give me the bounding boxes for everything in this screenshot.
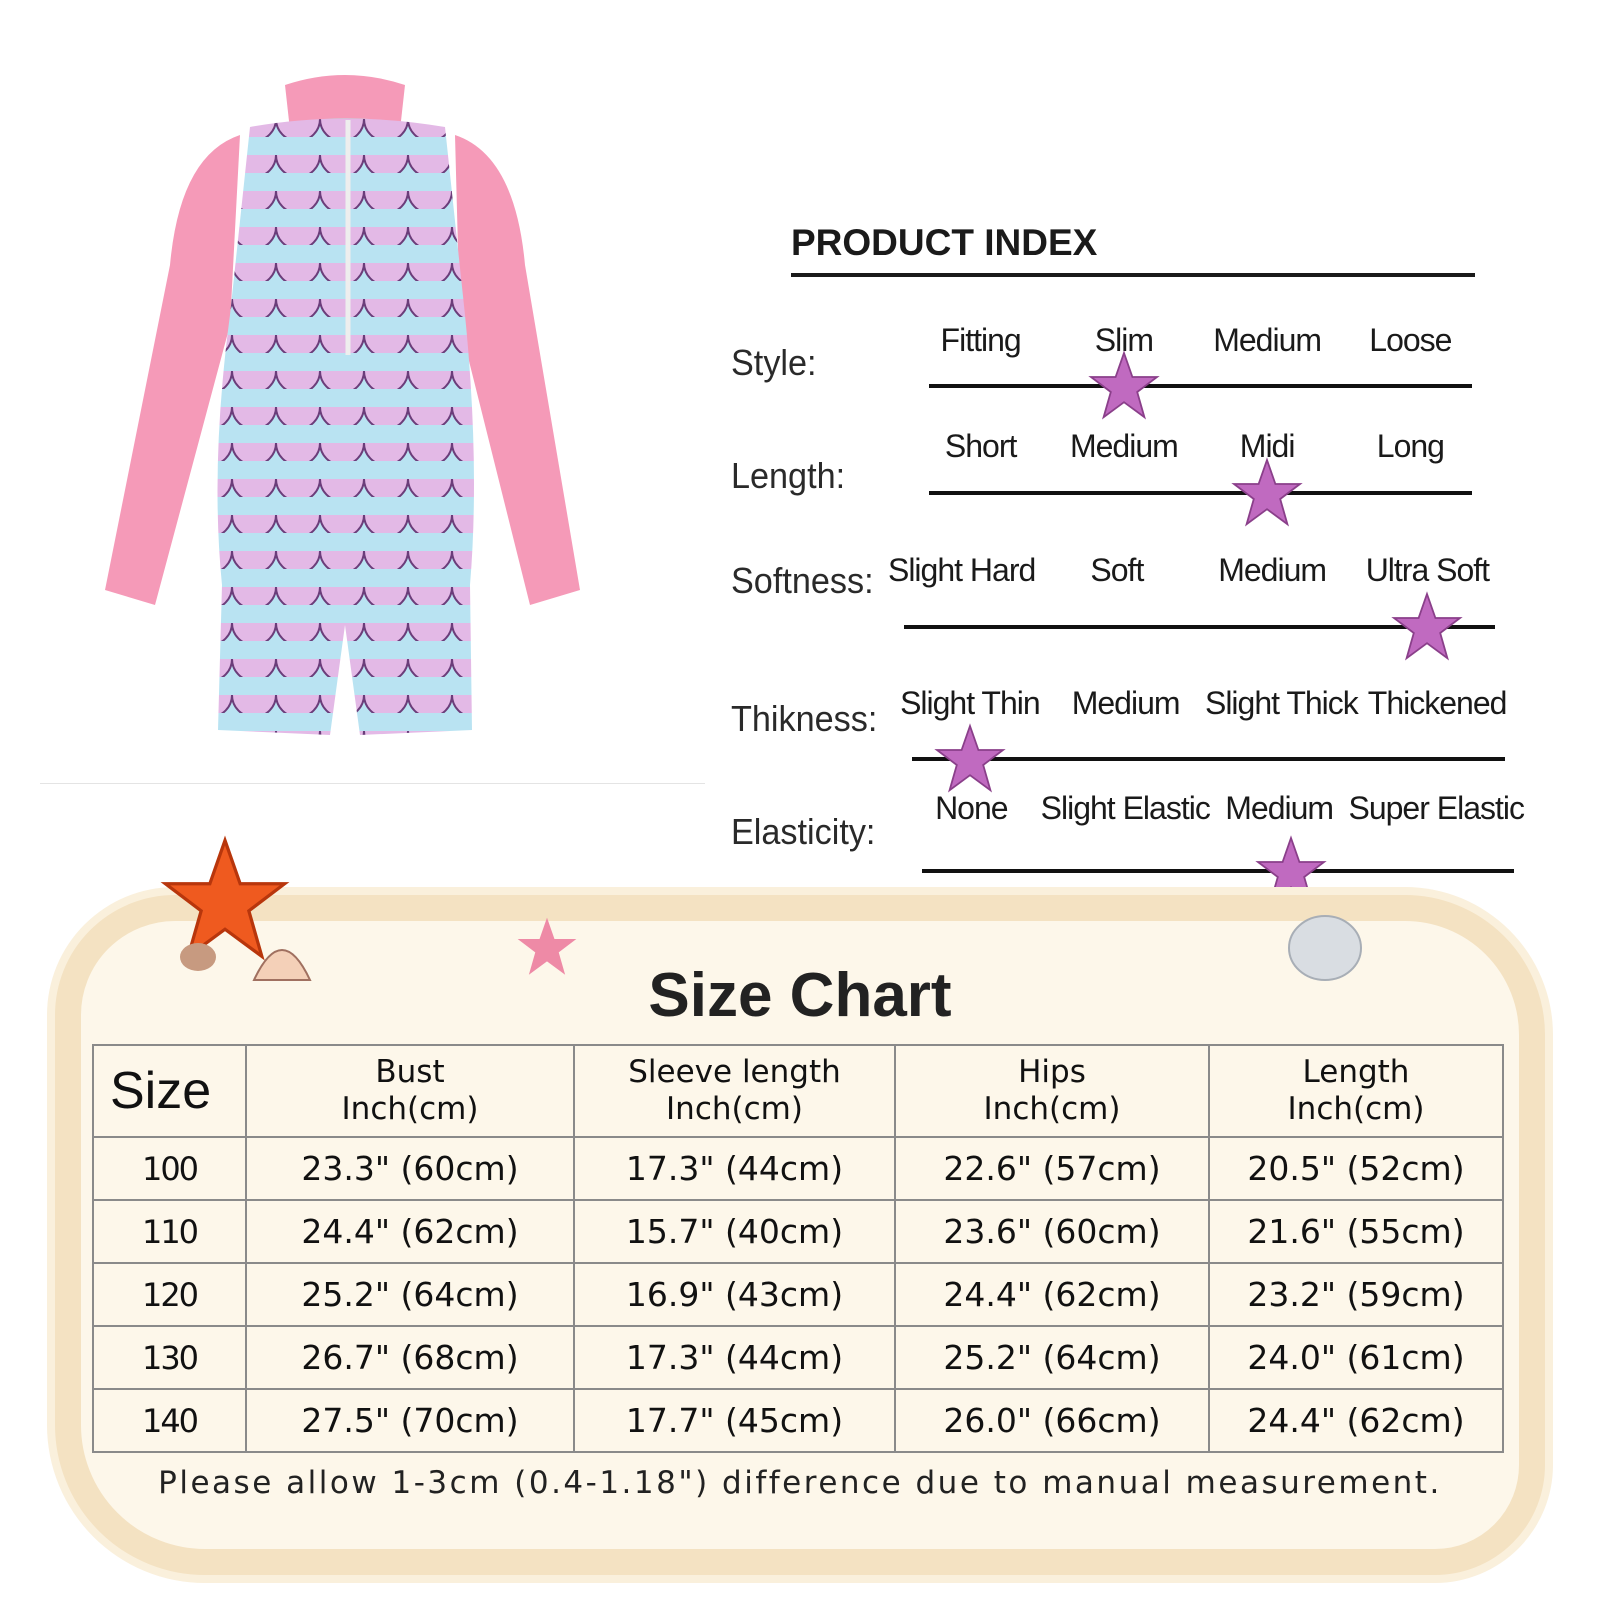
size-cell: 130	[92, 1325, 247, 1390]
column-header: Hips Inch(cm)	[894, 1044, 1210, 1138]
index-option: Loose	[1369, 322, 1452, 358]
divider	[40, 783, 705, 784]
header-line: Bust	[375, 1054, 445, 1090]
measurement-cell: 24.4" (62cm)	[894, 1262, 1210, 1327]
index-scale-line	[904, 625, 1495, 629]
index-option: None	[935, 790, 1008, 826]
starfish-marker-icon	[1231, 457, 1303, 527]
size-cell: 120	[92, 1262, 247, 1327]
starfish-marker-icon	[1255, 835, 1327, 905]
index-row-label: Thikness:	[731, 698, 878, 739]
measurement-cell: 23.2" (59cm)	[1208, 1262, 1504, 1327]
index-option: Long	[1376, 428, 1445, 464]
table-row: 100 23.3" (60cm) 17.3" (44cm) 22.6" (57cm) 2…	[92, 1136, 1504, 1201]
measurement-cell: 15.7" (40cm)	[573, 1199, 896, 1264]
size-cell: 100	[92, 1136, 247, 1201]
measurement-note: Please allow 1-3cm (0.4-1.18") differenc…	[158, 1465, 1442, 1501]
header-unit: Inch(cm)	[1287, 1091, 1425, 1127]
index-row-label: Elasticity:	[731, 811, 876, 852]
measurement-cell: 16.9" (43cm)	[573, 1262, 896, 1327]
header-line: Hips	[1018, 1054, 1086, 1090]
measurement-cell: 24.4" (62cm)	[245, 1199, 575, 1264]
index-option: Fitting	[940, 322, 1022, 358]
size-table: Size Bust Inch(cm) Sleeve length Inch(cm) Hip…	[92, 1044, 1504, 1453]
measurement-cell: 27.5" (70cm)	[245, 1388, 575, 1453]
shell-icon	[1288, 915, 1362, 981]
index-option: Medium	[1213, 322, 1322, 358]
index-option: Thickened	[1367, 685, 1508, 721]
measurement-cell: 23.3" (60cm)	[245, 1136, 575, 1201]
column-header: Bust Inch(cm)	[245, 1044, 575, 1138]
header-unit: Inch(cm)	[341, 1091, 479, 1127]
starfish-marker-icon	[1088, 350, 1160, 420]
index-option: Slight Hard	[887, 552, 1036, 588]
index-options: Slight Thin Medium Slight Thick Thickened	[892, 685, 1515, 722]
index-row-label: Length:	[731, 455, 846, 496]
index-row-label: Softness:	[731, 560, 874, 601]
table-row: 140 27.5" (70cm) 17.7" (45cm) 26.0" (66cm) 2…	[92, 1388, 1504, 1453]
header-unit: Inch(cm)	[666, 1091, 803, 1127]
index-option: Super Elastic	[1348, 790, 1525, 826]
index-option: Ultra Soft	[1365, 552, 1490, 588]
index-option: Midi	[1239, 428, 1296, 464]
column-header: Sleeve length Inch(cm)	[573, 1044, 896, 1138]
index-row-label: Style:	[731, 342, 817, 383]
measurement-cell: 23.6" (60cm)	[894, 1199, 1210, 1264]
measurement-cell: 24.4" (62cm)	[1208, 1388, 1504, 1453]
measurement-cell: 26.7" (68cm)	[245, 1325, 575, 1390]
measurement-cell: 24.0" (61cm)	[1208, 1325, 1504, 1390]
product-image-swimsuit	[105, 75, 580, 735]
measurement-cell: 20.5" (52cm)	[1208, 1136, 1504, 1201]
index-option: Medium	[1218, 552, 1327, 588]
starfish-marker-icon	[934, 723, 1006, 793]
measurement-cell: 21.6" (55cm)	[1208, 1199, 1504, 1264]
size-cell: 140	[92, 1388, 247, 1453]
product-index-title: PRODUCT INDEX	[791, 222, 1098, 263]
index-option: Medium	[1225, 790, 1334, 826]
column-header: Size	[92, 1044, 247, 1138]
index-option: Medium	[1071, 685, 1181, 721]
measurement-cell: 26.0" (66cm)	[894, 1388, 1210, 1453]
index-scale-line	[912, 757, 1505, 761]
index-options: Short Medium Midi Long	[909, 428, 1482, 465]
index-option: Medium	[1069, 428, 1179, 464]
index-options: None Slight Elastic Medium Super Elastic	[902, 790, 1525, 827]
measurement-cell: 17.3" (44cm)	[573, 1325, 896, 1390]
table-row: 130 26.7" (68cm) 17.3" (44cm) 25.2" (64cm) 2…	[92, 1325, 1504, 1390]
pink-starfish-icon	[517, 917, 577, 975]
column-header: Length Inch(cm)	[1208, 1044, 1504, 1138]
size-chart-title: Size Chart	[648, 961, 952, 1030]
index-options: Slight Hard Soft Medium Ultra Soft	[884, 552, 1505, 589]
index-scale-line	[922, 869, 1514, 873]
shell-icon	[180, 943, 216, 971]
index-option: Soft	[1090, 552, 1144, 588]
index-option: Short	[944, 428, 1017, 464]
index-options: Fitting Slim Medium Loose	[909, 322, 1482, 359]
index-option: Slight Thick	[1204, 685, 1359, 721]
shell-icon	[252, 949, 312, 981]
header-line: Length	[1302, 1054, 1410, 1090]
orange-starfish-icon	[160, 835, 290, 961]
starfish-marker-icon	[1391, 591, 1464, 661]
title-underline	[791, 273, 1475, 277]
measurement-cell: 22.6" (57cm)	[894, 1136, 1210, 1201]
measurement-cell: 25.2" (64cm)	[894, 1325, 1210, 1390]
table-row: 110 24.4" (62cm) 15.7" (40cm) 23.6" (60cm) 2…	[92, 1199, 1504, 1264]
table-row: 120 25.2" (64cm) 16.9" (43cm) 24.4" (62cm) 2…	[92, 1262, 1504, 1327]
size-cell: 110	[92, 1199, 247, 1264]
measurement-cell: 25.2" (64cm)	[245, 1262, 575, 1327]
index-option: Slight Elastic	[1040, 790, 1211, 826]
index-option: Slight Thin	[900, 685, 1041, 721]
header-line: Sleeve length	[628, 1054, 841, 1090]
index-scale-line	[929, 491, 1472, 495]
measurement-cell: 17.3" (44cm)	[573, 1136, 896, 1201]
header-unit: Inch(cm)	[983, 1091, 1121, 1127]
measurement-cell: 17.7" (45cm)	[573, 1388, 896, 1453]
index-scale-line	[929, 384, 1472, 388]
